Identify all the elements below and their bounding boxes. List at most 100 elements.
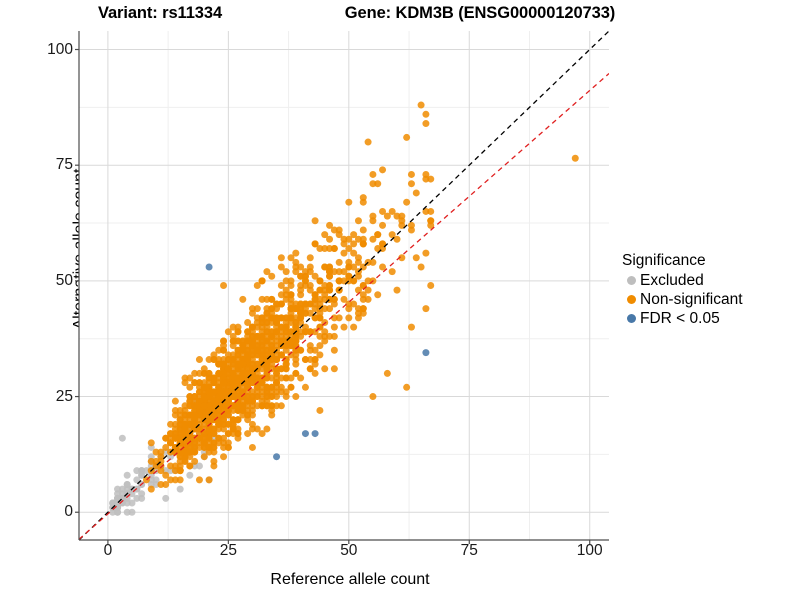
legend-item[interactable]: FDR < 0.05 bbox=[622, 309, 800, 328]
data-point bbox=[152, 480, 160, 488]
data-point bbox=[364, 277, 372, 285]
data-point bbox=[393, 235, 401, 243]
data-point bbox=[186, 471, 194, 479]
data-point bbox=[248, 360, 256, 368]
data-point bbox=[191, 369, 199, 377]
data-point bbox=[181, 448, 189, 456]
data-point bbox=[393, 212, 401, 220]
data-point bbox=[282, 323, 290, 331]
data-point bbox=[142, 467, 150, 475]
data-point bbox=[330, 268, 338, 276]
data-point bbox=[287, 351, 295, 359]
legend-item-label: Excluded bbox=[640, 271, 704, 289]
data-point bbox=[417, 101, 425, 109]
data-point bbox=[263, 342, 271, 350]
data-point bbox=[369, 258, 377, 266]
data-point bbox=[157, 467, 165, 475]
data-point bbox=[191, 420, 199, 428]
data-point bbox=[205, 369, 213, 377]
data-point bbox=[220, 379, 228, 387]
data-point bbox=[253, 425, 261, 433]
data-point bbox=[369, 180, 377, 188]
data-point bbox=[422, 170, 430, 178]
data-point bbox=[224, 328, 232, 336]
data-point bbox=[350, 323, 358, 331]
data-point bbox=[297, 291, 305, 299]
data-point bbox=[248, 374, 256, 382]
data-point bbox=[273, 319, 281, 327]
data-point bbox=[393, 286, 401, 294]
data-point bbox=[234, 374, 242, 382]
data-point bbox=[200, 453, 208, 461]
data-point bbox=[186, 434, 194, 442]
data-point bbox=[316, 351, 324, 359]
data-point bbox=[215, 393, 223, 401]
data-point bbox=[345, 272, 353, 280]
data-point bbox=[195, 443, 203, 451]
data-point bbox=[253, 393, 261, 401]
data-point bbox=[253, 346, 261, 354]
data-point bbox=[379, 207, 387, 215]
data-point bbox=[282, 268, 290, 276]
legend-item[interactable]: Non-significant bbox=[622, 290, 800, 309]
data-point bbox=[369, 235, 377, 243]
data-point bbox=[345, 198, 353, 206]
data-point bbox=[229, 416, 237, 424]
data-point bbox=[388, 231, 396, 239]
data-point bbox=[224, 397, 232, 405]
data-point bbox=[345, 305, 353, 313]
data-point bbox=[253, 402, 261, 410]
data-point bbox=[287, 374, 295, 382]
data-point bbox=[157, 480, 165, 488]
data-point bbox=[167, 462, 175, 470]
data-point bbox=[147, 439, 155, 447]
data-point bbox=[186, 393, 194, 401]
data-point bbox=[311, 300, 319, 308]
data-point bbox=[374, 244, 382, 252]
data-point bbox=[422, 349, 430, 357]
data-point bbox=[316, 244, 324, 252]
data-point bbox=[195, 434, 203, 442]
data-point bbox=[369, 393, 377, 401]
data-point bbox=[350, 240, 358, 248]
data-point bbox=[427, 207, 435, 215]
data-point bbox=[133, 494, 141, 502]
data-point bbox=[354, 254, 362, 262]
data-point bbox=[311, 314, 319, 322]
data-point bbox=[210, 411, 218, 419]
data-point bbox=[350, 263, 358, 271]
data-point bbox=[427, 217, 435, 225]
legend-item[interactable]: Excluded bbox=[622, 271, 800, 290]
data-point bbox=[287, 305, 295, 313]
data-point bbox=[133, 476, 141, 484]
y-tick-label: 75 bbox=[55, 156, 73, 174]
data-point bbox=[263, 309, 271, 317]
data-point bbox=[253, 383, 261, 391]
data-point bbox=[220, 360, 228, 368]
data-point bbox=[273, 300, 281, 308]
data-point bbox=[316, 406, 324, 414]
data-point bbox=[229, 323, 237, 331]
data-point bbox=[316, 295, 324, 303]
data-point bbox=[292, 369, 300, 377]
data-point bbox=[167, 420, 175, 428]
data-point bbox=[123, 480, 131, 488]
data-point bbox=[263, 388, 271, 396]
data-point bbox=[321, 295, 329, 303]
x-tick-label: 100 bbox=[576, 542, 603, 559]
data-point bbox=[186, 425, 194, 433]
data-point bbox=[263, 402, 271, 410]
data-point bbox=[186, 402, 194, 410]
data-point bbox=[171, 434, 179, 442]
data-point bbox=[407, 221, 415, 229]
data-point bbox=[398, 212, 406, 220]
data-point bbox=[321, 244, 329, 252]
data-point bbox=[191, 448, 199, 456]
data-point bbox=[340, 240, 348, 248]
data-point bbox=[210, 462, 218, 470]
data-point bbox=[311, 356, 319, 364]
data-point bbox=[330, 314, 338, 322]
x-axis-tick-labels: 0 25 50 75 100 bbox=[0, 543, 800, 567]
data-point bbox=[359, 305, 367, 313]
legend-title: Significance bbox=[622, 252, 706, 269]
